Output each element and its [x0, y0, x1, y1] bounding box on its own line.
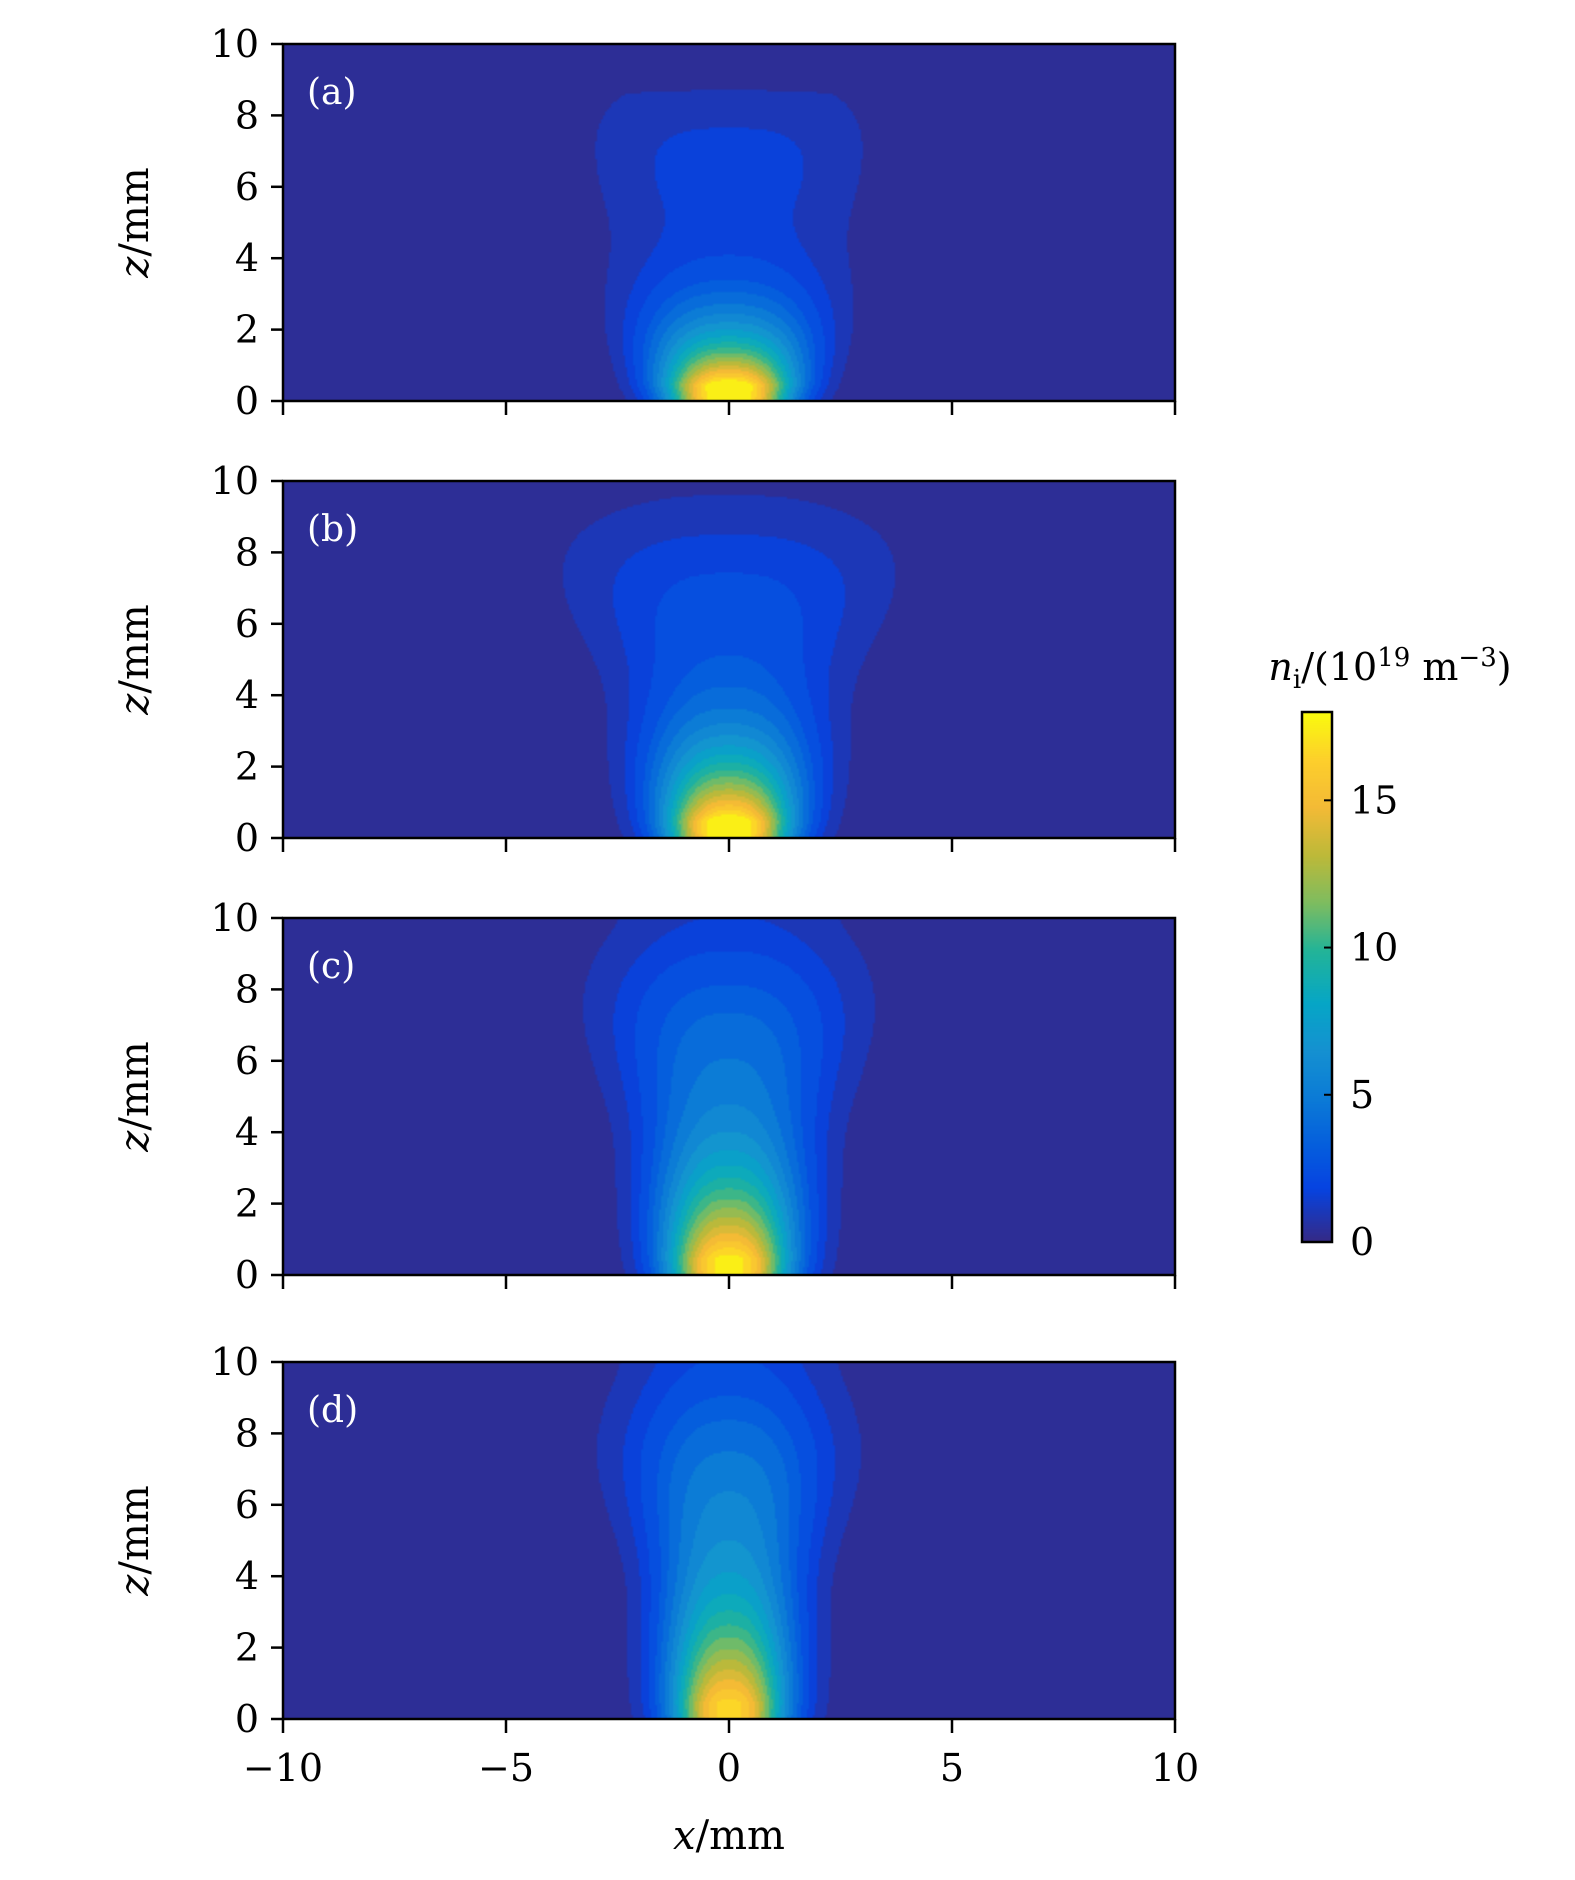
colorbar-tick-label: 15 — [1350, 778, 1398, 822]
x-axis-tick-labels: −10 −5 0 5 10 — [243, 1746, 1199, 1790]
z-tick-label: 8 — [235, 1411, 259, 1455]
panel-label: (b) — [307, 509, 358, 550]
z-tick-label: 4 — [235, 236, 259, 280]
z-tick-label: 4 — [235, 673, 259, 717]
panel-label: (a) — [307, 72, 357, 113]
panel-label: (c) — [307, 946, 355, 987]
colorbar: 0 5 10 15 — [1300, 710, 1398, 1264]
colorbar-frame — [1300, 710, 1334, 1244]
z-axis-title-var: z — [112, 256, 158, 279]
x-axis-title: x/mm — [673, 1813, 785, 1859]
x-tick-label: 10 — [1151, 1746, 1199, 1790]
z-tick-label: 6 — [235, 1483, 259, 1527]
panel-b: 0 2 4 6 8 10 z/mm (b) — [112, 459, 1177, 860]
z-tick-label: 6 — [235, 165, 259, 209]
colorbar-tick-label: 10 — [1350, 926, 1398, 970]
z-axis-title: z/mm — [112, 167, 158, 278]
z-axis-title-unit: /mm — [112, 167, 158, 256]
z-tick-label: 8 — [235, 967, 259, 1011]
z-tick-label: 10 — [211, 896, 259, 940]
panel-a: 0 2 4 6 8 10 z/mm (a) — [112, 22, 1177, 423]
heatmap-image — [283, 1362, 1175, 1719]
z-tick-label: 0 — [235, 816, 259, 860]
z-axis-title-unit: /mm — [112, 604, 158, 693]
z-tick-label: 4 — [235, 1554, 259, 1598]
x-axis-title-var: x — [673, 1813, 696, 1859]
colorbar-tick-label: 5 — [1350, 1073, 1374, 1117]
x-tick-label: −10 — [243, 1746, 323, 1790]
z-tick-label: 0 — [235, 1697, 259, 1741]
z-tick-label: 2 — [235, 1626, 259, 1670]
x-tick-label: −5 — [478, 1746, 534, 1790]
x-tick-label: 5 — [940, 1746, 964, 1790]
colorbar-tick-label: 0 — [1350, 1220, 1374, 1264]
z-tick-label: 8 — [235, 93, 259, 137]
z-tick-label: 2 — [235, 745, 259, 789]
z-axis-title-var: z — [112, 693, 158, 716]
panel-c: 0 2 4 6 8 10 z/mm (c) — [112, 896, 1177, 1297]
z-axis-title: z/mm — [112, 1485, 158, 1596]
z-tick-label: 0 — [235, 379, 259, 423]
colorbar-title-unit: m — [1410, 645, 1458, 689]
colorbar-title-sub: i — [1293, 665, 1301, 695]
colorbar-title-rest: /(10 — [1301, 645, 1377, 689]
z-tick-label: 4 — [235, 1110, 259, 1154]
z-tick-label: 6 — [235, 602, 259, 646]
z-axis-title-var: z — [112, 1130, 158, 1153]
colorbar-title: ni/(1019 m−3) — [1268, 643, 1511, 695]
z-tick-label: 10 — [211, 22, 259, 66]
z-axis-title-unit: /mm — [112, 1041, 158, 1130]
z-tick-label: 6 — [235, 1039, 259, 1083]
panels: 0 2 4 6 8 10 z/mm (a) 0 2 4 6 8 10 z/mm (b) 0 2 4 6 8 10 z/mm (… — [112, 22, 1177, 1741]
z-tick-label: 10 — [211, 1340, 259, 1384]
z-axis-title: z/mm — [112, 1041, 158, 1152]
colorbar-title-close: ) — [1497, 645, 1512, 689]
colorbar-gradient — [1302, 712, 1332, 1242]
z-tick-label: 2 — [235, 1182, 259, 1226]
z-tick-label: 0 — [235, 1253, 259, 1297]
colorbar-title-exp: 19 — [1377, 643, 1410, 673]
z-tick-label: 8 — [235, 530, 259, 574]
panel-d: 0 2 4 6 8 10 z/mm (d) — [112, 1340, 1177, 1741]
heatmap-image — [283, 918, 1175, 1275]
x-tick-label: 0 — [717, 1746, 741, 1790]
z-tick-label: 10 — [211, 459, 259, 503]
x-axis-title-unit: /mm — [696, 1813, 785, 1859]
heatmap-image — [283, 44, 1175, 401]
z-axis-title-unit: /mm — [112, 1485, 158, 1574]
z-axis-title: z/mm — [112, 604, 158, 715]
heatmap-image — [283, 481, 1175, 838]
panel-label: (d) — [307, 1390, 358, 1431]
colorbar-title-unit-exp: −3 — [1458, 643, 1496, 673]
colorbar-title-var: n — [1268, 645, 1292, 689]
z-axis-title-var: z — [112, 1574, 158, 1597]
z-tick-label: 2 — [235, 308, 259, 352]
